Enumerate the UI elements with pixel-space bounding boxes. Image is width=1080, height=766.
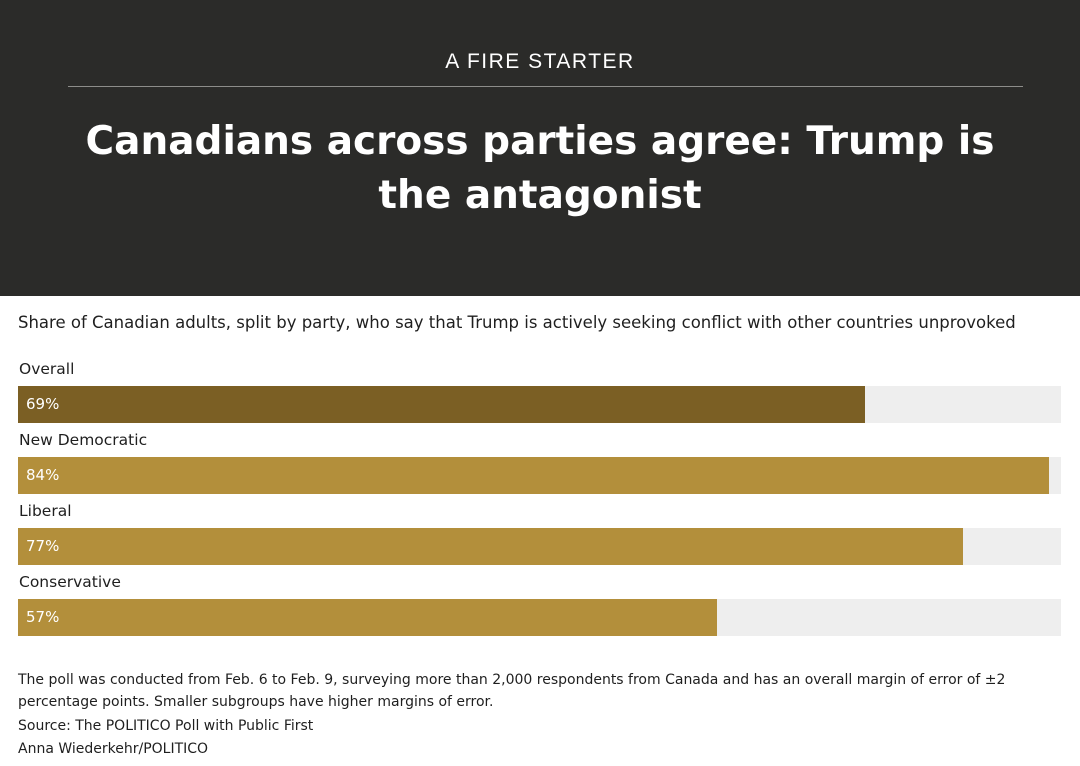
- chart-title: Share of Canadian adults, split by party…: [18, 313, 1016, 332]
- credit-line: Anna Wiederkehr/POLITICO: [18, 741, 209, 757]
- category-label-new-democratic: New Democratic: [19, 431, 148, 449]
- methodology-note: The poll was conducted from Feb. 6 to Fe…: [18, 672, 1006, 710]
- bar-value-label-new-democratic: 84%: [26, 466, 60, 484]
- header-divider: [68, 86, 1023, 87]
- category-label-conservative: Conservative: [19, 573, 121, 591]
- source-line: Source: The POLITICO Poll with Public Fi…: [18, 718, 314, 734]
- bar-new-democratic: 84%: [18, 457, 1049, 494]
- bar-track-new-democratic: 84%: [18, 457, 1061, 494]
- bar-track-overall: 69%: [18, 386, 1061, 423]
- category-label-liberal: Liberal: [19, 502, 72, 520]
- header-banner: A FIRE STARTER Canadians across parties …: [0, 0, 1080, 296]
- bar-overall: 69%: [18, 386, 865, 423]
- kicker: A FIRE STARTER: [445, 50, 635, 73]
- bar-chart: Overall 69% New Democratic 84% Liberal 77% Con…: [18, 358, 1061, 643]
- category-label-overall: Overall: [19, 360, 75, 378]
- bar-liberal: 77%: [18, 528, 963, 565]
- bar-conservative: 57%: [18, 599, 717, 636]
- bar-value-label-conservative: 57%: [26, 608, 60, 626]
- page-title: Canadians across parties agree: Trump is…: [85, 119, 995, 218]
- bar-track-conservative: 57%: [18, 599, 1061, 636]
- footer: The poll was conducted from Feb. 6 to Fe…: [18, 669, 1018, 761]
- bar-value-label-liberal: 77%: [26, 537, 60, 555]
- bar-value-label-overall: 69%: [26, 395, 60, 413]
- bar-track-liberal: 77%: [18, 528, 1061, 565]
